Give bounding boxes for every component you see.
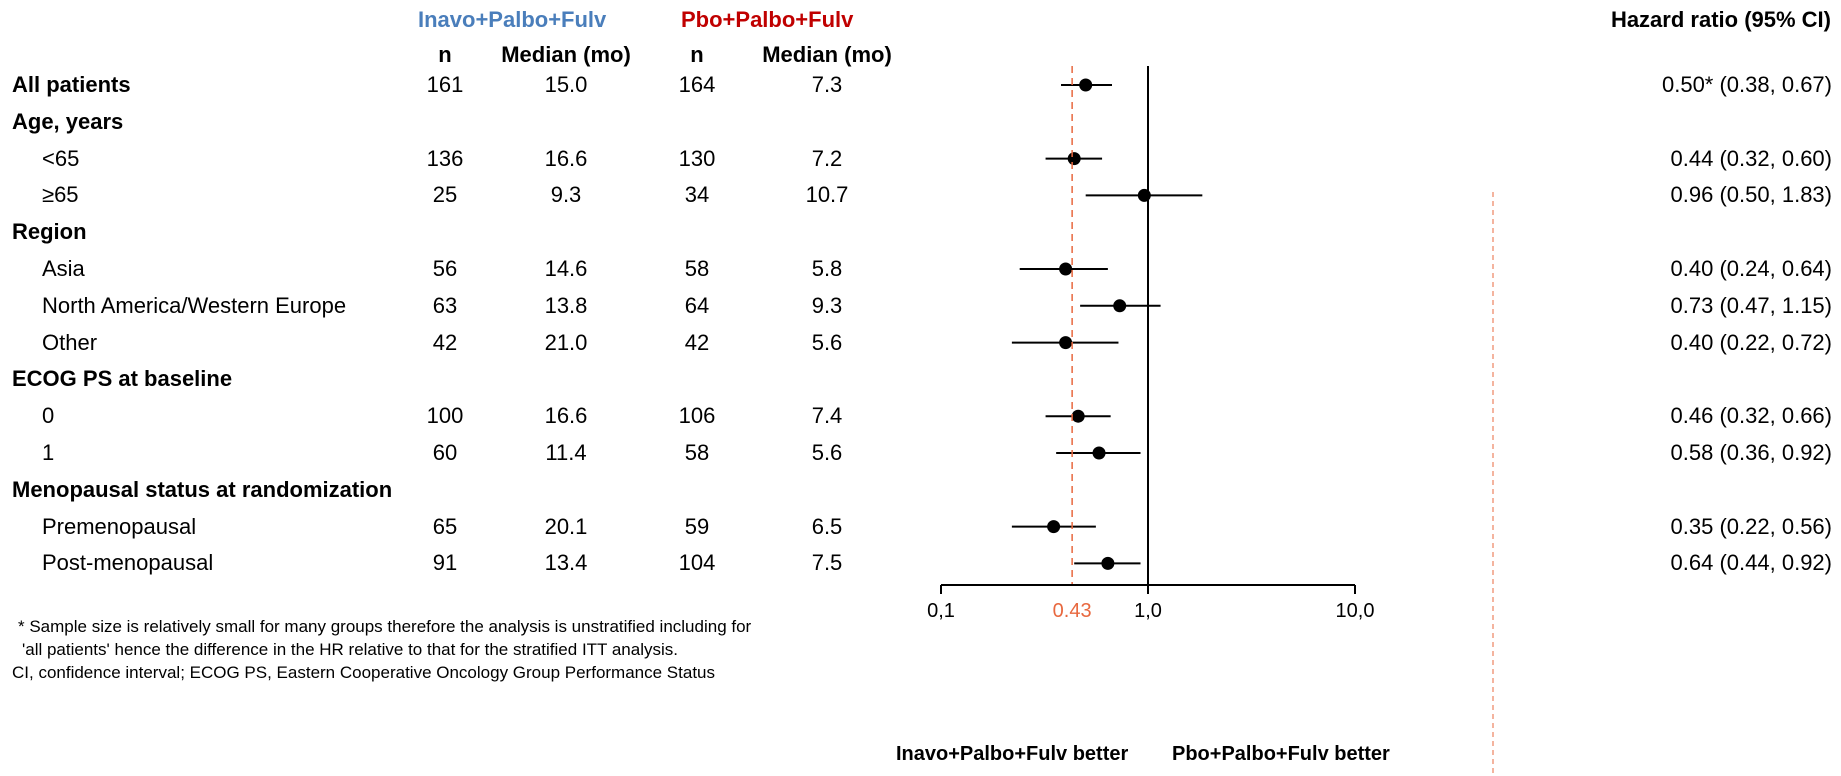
group-a-median: 21.0 <box>544 329 588 355</box>
group-b-median: 7.2 <box>811 145 843 171</box>
row-label: All patients <box>12 72 131 97</box>
group-a-median: 9.3 <box>550 182 582 208</box>
group-a-title: Inavo+Palbo+Fulv <box>418 7 607 32</box>
group-a-n: 161 <box>426 72 464 97</box>
hr-ci-text: 0.44 (0.32, 0.60) <box>1670 145 1832 171</box>
x-tick-label: 10,0 <box>1336 600 1375 622</box>
row-label: ≥65 <box>42 182 79 208</box>
group-b-n: 64 <box>684 292 710 318</box>
group-a-median: 13.4 <box>544 550 588 576</box>
highlight-label: 0.43 <box>1053 600 1092 622</box>
favor-right-label: Pbo+Palbo+Fulv better <box>1172 743 1390 765</box>
group-a-median-header: Median (mo) <box>501 42 631 67</box>
group-a-median: 14.6 <box>544 256 588 281</box>
group-b-n: 130 <box>678 145 716 171</box>
row-label: Region <box>12 219 87 245</box>
hr-ci-text: 0.58 (0.36, 0.92) <box>1670 440 1832 465</box>
group-b-title: Pbo+Palbo+Fulv <box>681 7 854 32</box>
group-b-median: 7.5 <box>811 550 843 576</box>
hr-point <box>1047 520 1061 534</box>
group-a-median: 13.8 <box>544 292 588 318</box>
hr-ci-text: 0.35 (0.22, 0.56) <box>1670 513 1832 539</box>
hr-point <box>1101 556 1115 570</box>
group-b-median: 7.4 <box>811 403 843 429</box>
group-a-n: 63 <box>432 292 458 318</box>
favor-left-label: Inavo+Palbo+Fulv better <box>896 743 1129 765</box>
group-b-median: 7.3 <box>811 72 843 97</box>
group-b-n: 106 <box>678 403 716 429</box>
group-b-n: 42 <box>684 329 710 355</box>
group-b-median-header: Median (mo) <box>762 42 892 67</box>
group-b-n: 104 <box>678 550 716 576</box>
row-label: North America/Western Europe <box>42 292 347 318</box>
hr-ci-text: 0.64 (0.44, 0.92) <box>1670 550 1832 576</box>
row-label: Menopausal status at randomization <box>12 476 393 502</box>
group-a-n: 136 <box>426 145 464 171</box>
hr-ci-text: 0.46 (0.32, 0.66) <box>1670 403 1832 429</box>
group-a-median: 20.1 <box>544 513 588 539</box>
group-a-median: 16.6 <box>544 403 588 429</box>
row-label: Asia <box>42 256 85 281</box>
hr-point <box>1071 409 1085 423</box>
hr-ci-text: 0.96 (0.50, 1.83) <box>1670 182 1832 208</box>
hazard-ratio-header: Hazard ratio (95% CI) <box>1610 7 1831 32</box>
group-b-n-header: n <box>690 42 704 67</box>
row-label: Premenopausal <box>42 513 197 539</box>
group-a-n: 65 <box>432 513 458 539</box>
row-label: Post-menopausal <box>42 550 214 576</box>
group-b-n: 59 <box>684 513 710 539</box>
group-a-median: 11.4 <box>545 440 587 465</box>
hr-ci-text: 0.40 (0.22, 0.72) <box>1670 329 1832 355</box>
hr-point <box>1059 262 1073 276</box>
group-a-n: 42 <box>432 329 458 355</box>
group-a-n: 91 <box>432 550 458 576</box>
group-b-median: 5.6 <box>811 329 843 355</box>
row-label: 0 <box>42 403 55 429</box>
hr-ci-text: 0.73 (0.47, 1.15) <box>1670 292 1832 318</box>
hr-ci-text: 0.50* (0.38, 0.67) <box>1661 72 1832 97</box>
x-tick-label: 0,1 <box>927 600 955 622</box>
group-b-median: 10.7 <box>805 182 849 208</box>
footnote-1: * Sample size is relatively small for ma… <box>18 617 752 636</box>
row-label: 1 <box>42 440 55 465</box>
row-label: ECOG PS at baseline <box>12 366 233 392</box>
group-b-median: 9.3 <box>811 292 843 318</box>
group-a-median: 15.0 <box>544 72 588 97</box>
hr-ci-text: 0.40 (0.24, 0.64) <box>1670 256 1832 281</box>
hr-point <box>1059 336 1073 350</box>
x-tick-label: 1,0 <box>1134 600 1162 622</box>
group-a-n: 56 <box>432 256 458 281</box>
hr-point <box>1092 446 1106 460</box>
group-b-median: 6.5 <box>811 513 843 539</box>
footnote-2: 'all patients' hence the difference in t… <box>22 640 678 659</box>
group-b-n: 58 <box>684 256 710 281</box>
row-label: Age, years <box>12 108 124 134</box>
group-a-n: 100 <box>426 403 464 429</box>
group-a-n-header: n <box>438 42 452 67</box>
footnote-3: CI, confidence interval; ECOG PS, Easter… <box>12 663 716 682</box>
group-b-n: 58 <box>684 440 710 465</box>
row-label: <65 <box>42 145 80 171</box>
group-b-median: 5.8 <box>811 256 843 281</box>
group-b-n: 34 <box>684 182 710 208</box>
row-label: Other <box>42 329 98 355</box>
group-a-n: 60 <box>432 440 458 465</box>
group-a-n: 25 <box>432 182 458 208</box>
group-a-median: 16.6 <box>544 145 588 171</box>
hr-point <box>1079 78 1093 92</box>
hr-point <box>1113 299 1127 313</box>
hr-point <box>1067 152 1081 166</box>
group-b-n: 164 <box>678 72 716 97</box>
group-b-median: 5.6 <box>811 440 843 465</box>
